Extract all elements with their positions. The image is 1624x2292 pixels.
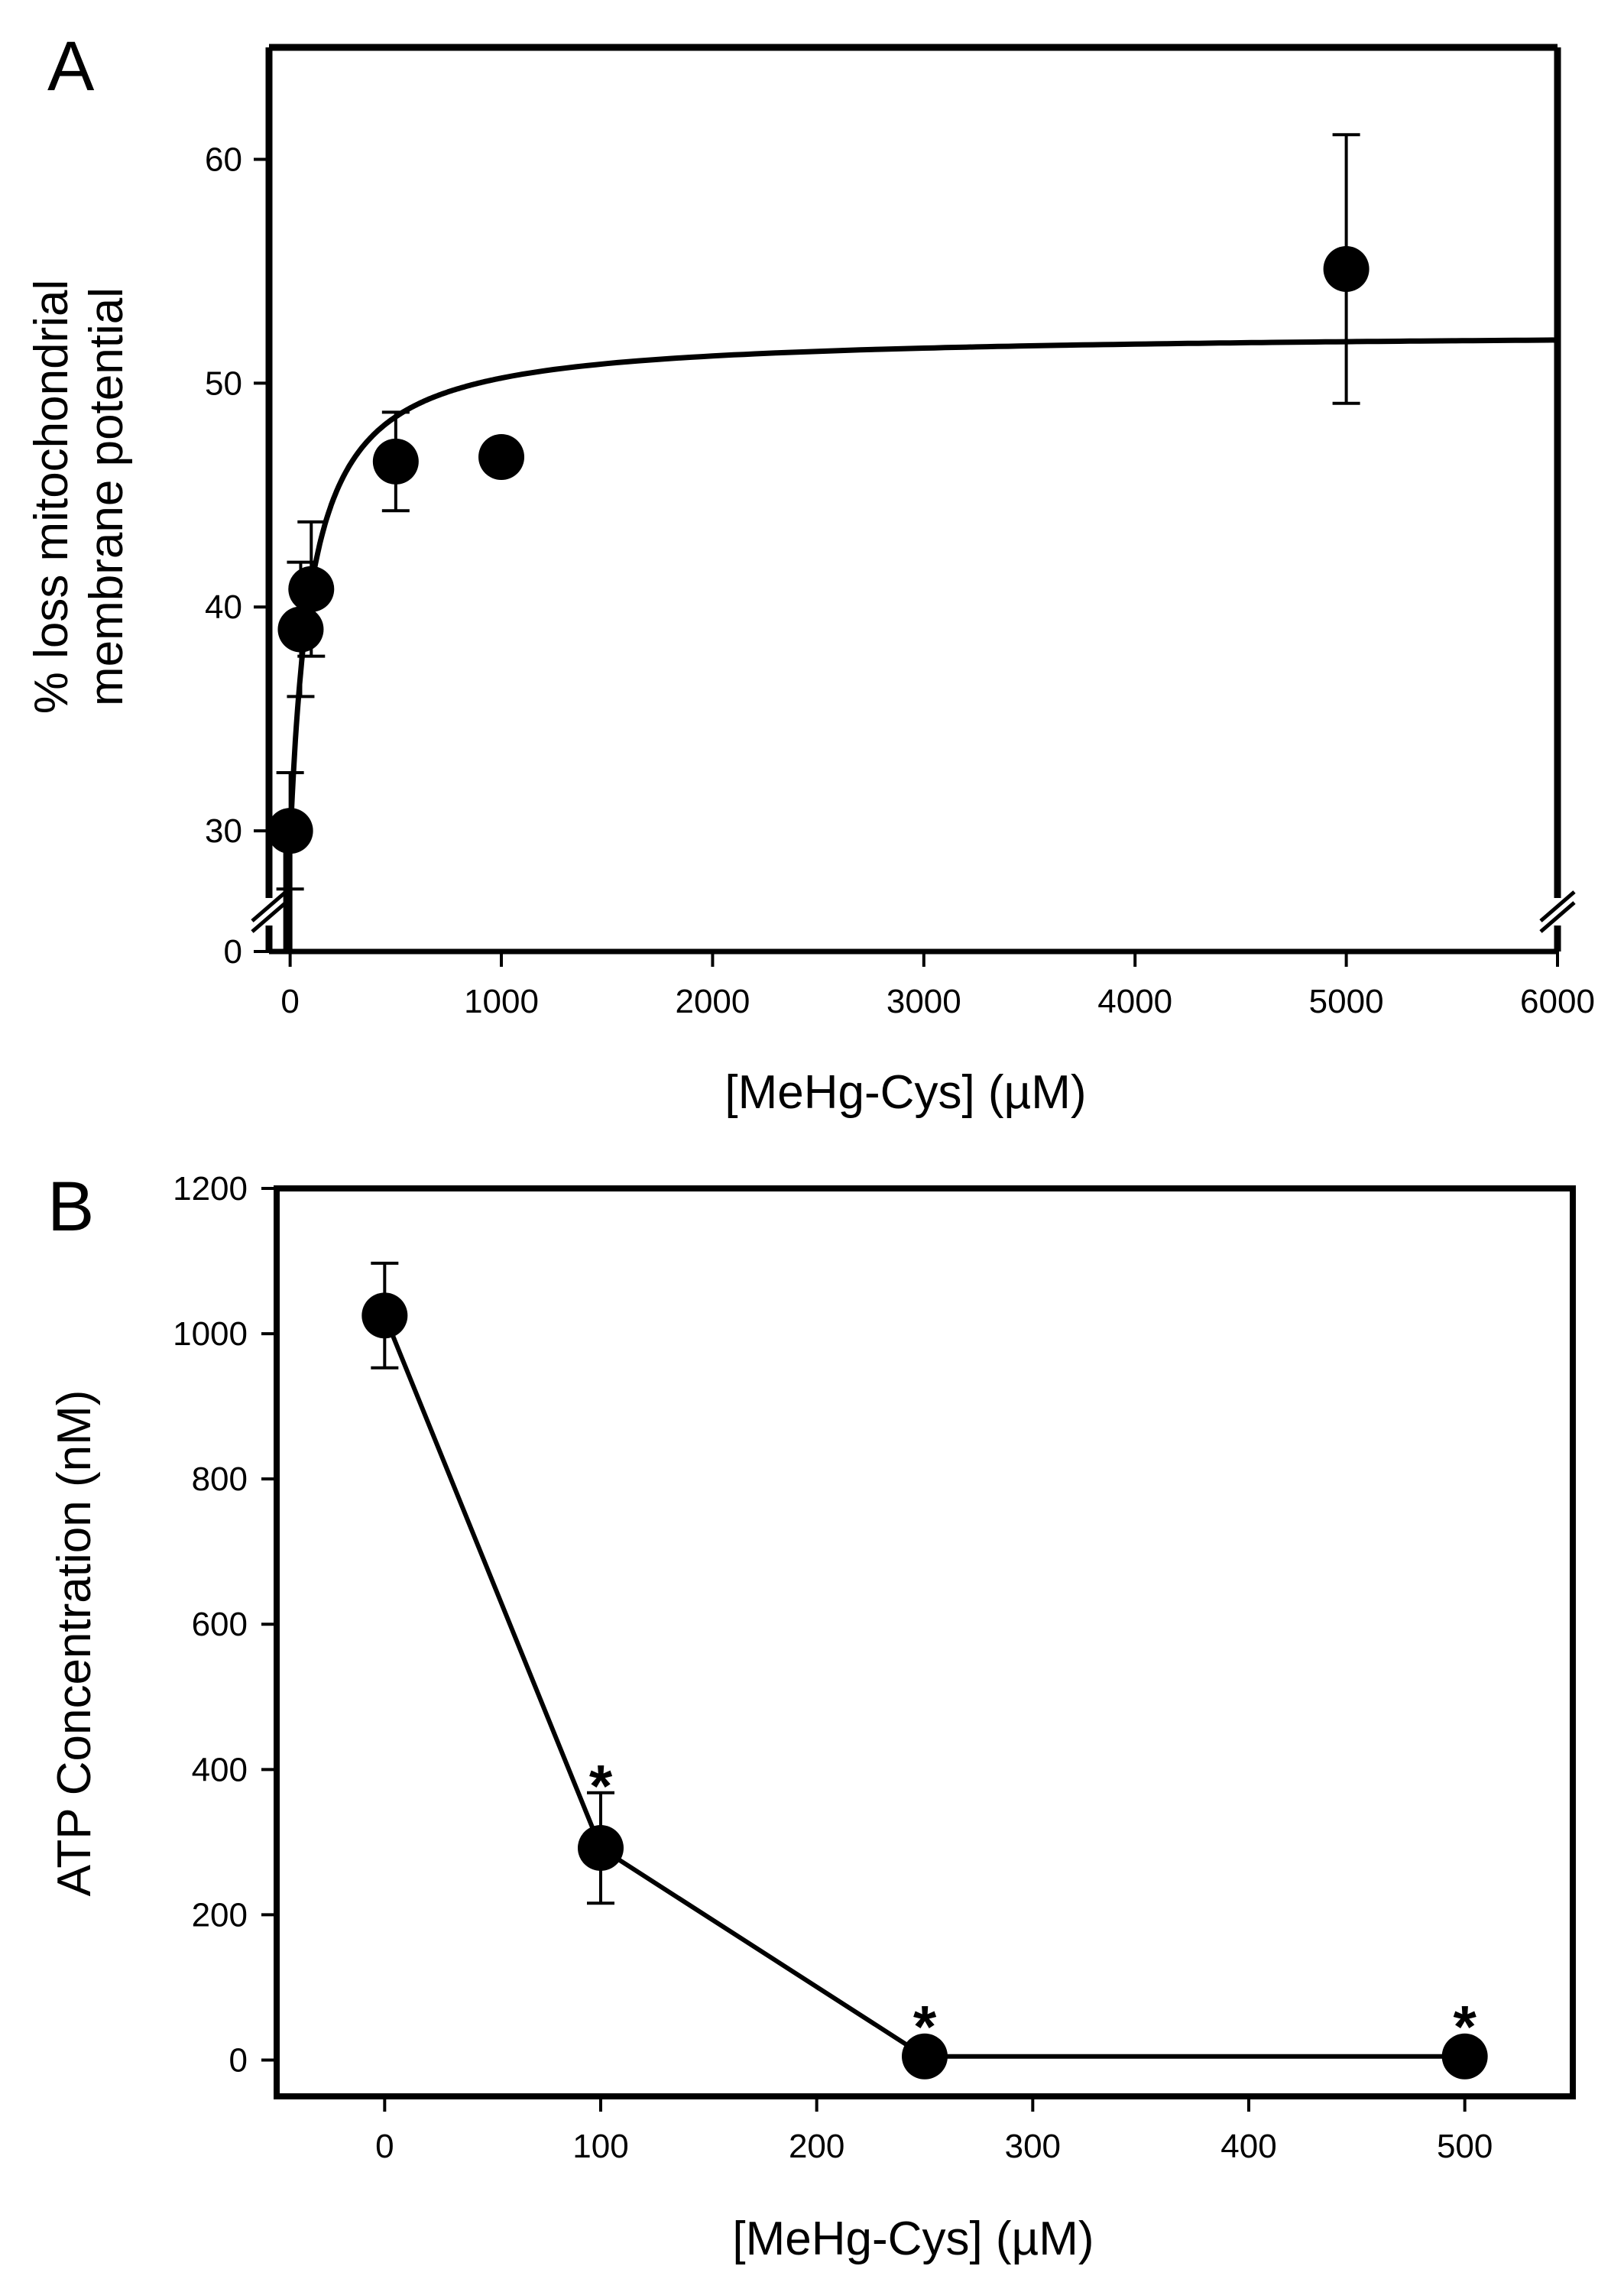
- significance-marker: *: [589, 1752, 613, 1820]
- axis-break-left: [251, 890, 287, 933]
- y-tick-label: 50: [205, 365, 242, 402]
- y-axis-title-line-2: membrane potential: [80, 287, 133, 706]
- panel-a-chart: 0 1000 2000 3000 4000 5000 6000 30 40 50 60 0 [MeHg-…: [25, 44, 1595, 1119]
- x-tick-label: 400: [1220, 2128, 1276, 2165]
- x-tick-label: 100: [572, 2128, 628, 2165]
- y-tick-label: 0: [229, 2041, 248, 2079]
- x-tick-label: 6000: [1520, 983, 1595, 1020]
- significance-marker: *: [913, 1993, 937, 2060]
- axis-break-right-mark-2: [1539, 901, 1576, 933]
- axis-break-right-mark-1: [1539, 890, 1576, 922]
- y-tick-label: 30: [205, 812, 242, 850]
- x-tick-label: 300: [1005, 2128, 1061, 2165]
- data-point: [288, 566, 335, 612]
- y-tick-label-zero: 0: [224, 933, 242, 971]
- x-tick-label: 0: [375, 2128, 394, 2165]
- data-point: [478, 433, 525, 480]
- plot-frame: [274, 1185, 1576, 2099]
- x-axis-title: [MeHg-Cys] (µM): [732, 2213, 1094, 2265]
- x-axis-title: [MeHg-Cys] (µM): [724, 1066, 1086, 1119]
- y-tick-label: 200: [192, 1896, 248, 1934]
- data-point: [267, 808, 313, 854]
- y-tick-label: 400: [192, 1751, 248, 1788]
- data-point: [361, 1292, 408, 1339]
- axis-break-right: [1539, 890, 1576, 933]
- x-tick-label: 3000: [887, 983, 961, 1020]
- data-point: [277, 606, 324, 653]
- y-tick-label: 40: [205, 588, 242, 626]
- data-point: [578, 1824, 624, 1871]
- data-point: [372, 438, 419, 485]
- fit-curve: [287, 337, 1558, 842]
- panel-b-chart: 0 100 200 300 400 500 0 200 400 600 800 1000 1200 [Me…: [48, 1170, 1576, 2265]
- panel-label-b: B: [47, 1168, 94, 1246]
- y-tick-label: 1200: [173, 1170, 248, 1208]
- y-tick-label: 1000: [173, 1315, 248, 1353]
- significance-marker: *: [1453, 1993, 1477, 2060]
- x-tick-label: 4000: [1097, 983, 1172, 1020]
- x-tick-label: 0: [280, 983, 299, 1020]
- y-axis-title-line-1: % loss mitochondrial: [25, 280, 78, 715]
- data-point: [902, 2033, 948, 2080]
- y-tick-label: 800: [192, 1460, 248, 1498]
- series-line: [382, 1315, 1465, 2059]
- data-point: [1323, 245, 1370, 292]
- axis-break-left-mark-1: [251, 890, 287, 922]
- data-point: [1441, 2033, 1488, 2080]
- x-tick-label: 2000: [675, 983, 750, 1020]
- y-axis-title: ATP Concentration (nM): [48, 1390, 101, 1897]
- y-tick-label: 60: [205, 141, 242, 178]
- x-tick-label: 200: [789, 2128, 844, 2165]
- x-tick-label: 500: [1437, 2128, 1493, 2165]
- panel-label-a: A: [47, 28, 95, 105]
- axis-break-left-mark-2: [251, 901, 287, 933]
- x-tick-label: 1000: [464, 983, 539, 1020]
- y-tick-label: 600: [192, 1606, 248, 1643]
- x-tick-label: 5000: [1309, 983, 1384, 1020]
